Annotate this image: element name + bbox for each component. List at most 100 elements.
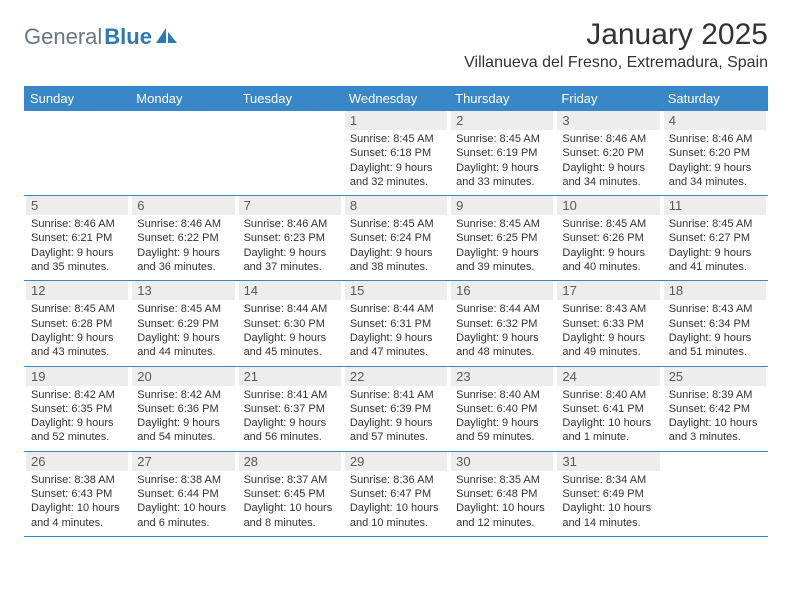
- weekday-monday: Monday: [130, 86, 236, 111]
- sunset-text: Sunset: 6:28 PM: [26, 317, 128, 331]
- day-number: 18: [664, 281, 766, 300]
- day-cell: 5 Sunrise: 8:46 AMSunset: 6:21 PMDaylight…: [24, 196, 130, 280]
- daylight-text: Daylight: 9 hours: [26, 416, 128, 430]
- daylight-text: Daylight: 9 hours: [664, 246, 766, 260]
- daylight-text: and 57 minutes.: [345, 430, 447, 444]
- week-row: 12Sunrise: 8:45 AMSunset: 6:28 PMDayligh…: [24, 281, 768, 366]
- day-number: 27: [132, 452, 234, 471]
- daylight-text: and 14 minutes.: [557, 516, 659, 530]
- daylight-text: and 8 minutes.: [239, 516, 341, 530]
- daylight-text: Daylight: 9 hours: [26, 246, 128, 260]
- day-number: 19: [26, 367, 128, 386]
- day-number: 1: [345, 111, 447, 130]
- week-row: 19Sunrise: 8:42 AMSunset: 6:35 PMDayligh…: [24, 367, 768, 452]
- day-number: 5: [26, 196, 128, 215]
- week-row: 5Sunrise: 8:46 AMSunset: 6:21 PMDaylight…: [24, 196, 768, 281]
- sunrise-text: Sunrise: 8:40 AM: [557, 388, 659, 402]
- daylight-text: and 33 minutes.: [451, 175, 553, 189]
- sunrise-text: Sunrise: 8:43 AM: [557, 302, 659, 316]
- day-number: 29: [345, 452, 447, 471]
- day-number: 7: [239, 196, 341, 215]
- daylight-text: Daylight: 9 hours: [451, 331, 553, 345]
- day-cell: 3Sunrise: 8:46 AMSunset: 6:20 PMDaylight…: [555, 111, 661, 195]
- day-cell: 15Sunrise: 8:44 AMSunset: 6:31 PMDayligh…: [343, 281, 449, 365]
- sunset-text: Sunset: 6:44 PM: [132, 487, 234, 501]
- sunset-text: Sunset: 6:20 PM: [664, 146, 766, 160]
- day-number: 10: [557, 196, 659, 215]
- daylight-text: Daylight: 9 hours: [664, 161, 766, 175]
- daylight-text: Daylight: 10 hours: [664, 416, 766, 430]
- day-number: 4: [664, 111, 766, 130]
- day-number: 2: [451, 111, 553, 130]
- sunset-text: Sunset: 6:32 PM: [451, 317, 553, 331]
- sunset-text: Sunset: 6:29 PM: [132, 317, 234, 331]
- day-cell: 31Sunrise: 8:34 AMSunset: 6:49 PMDayligh…: [555, 452, 661, 536]
- week-row: 1Sunrise: 8:45 AMSunset: 6:18 PMDaylight…: [24, 111, 768, 196]
- daylight-text: Daylight: 9 hours: [557, 161, 659, 175]
- sunrise-text: Sunrise: 8:46 AM: [664, 132, 766, 146]
- header-row: General Blue January 2025 Villanueva del…: [24, 18, 768, 72]
- day-cell: 16Sunrise: 8:44 AMSunset: 6:32 PMDayligh…: [449, 281, 555, 365]
- sunrise-text: Sunrise: 8:40 AM: [451, 388, 553, 402]
- daylight-text: Daylight: 9 hours: [451, 161, 553, 175]
- sunrise-text: Sunrise: 8:45 AM: [26, 302, 128, 316]
- daylight-text: and 54 minutes.: [132, 430, 234, 444]
- daylight-text: Daylight: 9 hours: [557, 246, 659, 260]
- daylight-text: Daylight: 9 hours: [239, 246, 341, 260]
- sunset-text: Sunset: 6:41 PM: [557, 402, 659, 416]
- sunrise-text: Sunrise: 8:42 AM: [26, 388, 128, 402]
- daylight-text: Daylight: 10 hours: [557, 416, 659, 430]
- sunrise-text: Sunrise: 8:45 AM: [132, 302, 234, 316]
- calendar-page: General Blue January 2025 Villanueva del…: [0, 0, 792, 555]
- daylight-text: and 38 minutes.: [345, 260, 447, 274]
- day-cell: 30 Sunrise: 8:35 AMSunset: 6:48 PMDayligh…: [449, 452, 555, 536]
- sunrise-text: Sunrise: 8:42 AM: [132, 388, 234, 402]
- daylight-text: and 59 minutes.: [451, 430, 553, 444]
- daylight-text: and 34 minutes.: [664, 175, 766, 189]
- day-cell: 23Sunrise: 8:40 AMSunset: 6:40 PMDayligh…: [449, 367, 555, 451]
- day-number: 30: [451, 452, 553, 471]
- daylight-text: Daylight: 9 hours: [345, 416, 447, 430]
- day-number: 16: [451, 281, 553, 300]
- sunrise-text: Sunrise: 8:45 AM: [664, 217, 766, 231]
- daylight-text: and 44 minutes.: [132, 345, 234, 359]
- daylight-text: and 47 minutes.: [345, 345, 447, 359]
- sunrise-text: Sunrise: 8:45 AM: [345, 132, 447, 146]
- sunset-text: Sunset: 6:21 PM: [26, 231, 128, 245]
- daylight-text: Daylight: 9 hours: [26, 331, 128, 345]
- day-number: 14: [239, 281, 341, 300]
- sunrise-text: Sunrise: 8:41 AM: [239, 388, 341, 402]
- daylight-text: Daylight: 10 hours: [451, 501, 553, 515]
- daylight-text: and 37 minutes.: [239, 260, 341, 274]
- sunrise-text: Sunrise: 8:35 AM: [451, 473, 553, 487]
- day-number: 17: [557, 281, 659, 300]
- day-number: 6: [132, 196, 234, 215]
- daylight-text: and 35 minutes.: [26, 260, 128, 274]
- month-title: January 2025: [464, 18, 768, 52]
- day-cell: 24 Sunrise: 8:40 AMSunset: 6:41 PMDayligh…: [555, 367, 661, 451]
- daylight-text: and 32 minutes.: [345, 175, 447, 189]
- sunrise-text: Sunrise: 8:44 AM: [239, 302, 341, 316]
- day-cell: 11Sunrise: 8:45 AMSunset: 6:27 PMDayligh…: [662, 196, 768, 280]
- empty-day-cell: [130, 111, 236, 195]
- day-number: 20: [132, 367, 234, 386]
- day-cell: 26Sunrise: 8:38 AMSunset: 6:43 PMDayligh…: [24, 452, 130, 536]
- day-cell: 8Sunrise: 8:45 AMSunset: 6:24 PMDaylight…: [343, 196, 449, 280]
- weekday-sunday: Sunday: [24, 86, 130, 111]
- day-cell: 13Sunrise: 8:45 AMSunset: 6:29 PMDayligh…: [130, 281, 236, 365]
- day-cell: 18Sunrise: 8:43 AMSunset: 6:34 PMDayligh…: [662, 281, 768, 365]
- sunset-text: Sunset: 6:45 PM: [239, 487, 341, 501]
- day-cell: 19 Sunrise: 8:42 AMSunset: 6:35 PMDayligh…: [24, 367, 130, 451]
- day-number: 24: [557, 367, 659, 386]
- daylight-text: Daylight: 9 hours: [345, 331, 447, 345]
- sunset-text: Sunset: 6:30 PM: [239, 317, 341, 331]
- sunrise-text: Sunrise: 8:46 AM: [26, 217, 128, 231]
- day-number: 11: [664, 196, 766, 215]
- day-cell: 21Sunrise: 8:41 AMSunset: 6:37 PMDayligh…: [237, 367, 343, 451]
- day-number: 26: [26, 452, 128, 471]
- sunset-text: Sunset: 6:35 PM: [26, 402, 128, 416]
- daylight-text: and 52 minutes.: [26, 430, 128, 444]
- sunrise-text: Sunrise: 8:34 AM: [557, 473, 659, 487]
- sunset-text: Sunset: 6:33 PM: [557, 317, 659, 331]
- sunset-text: Sunset: 6:48 PM: [451, 487, 553, 501]
